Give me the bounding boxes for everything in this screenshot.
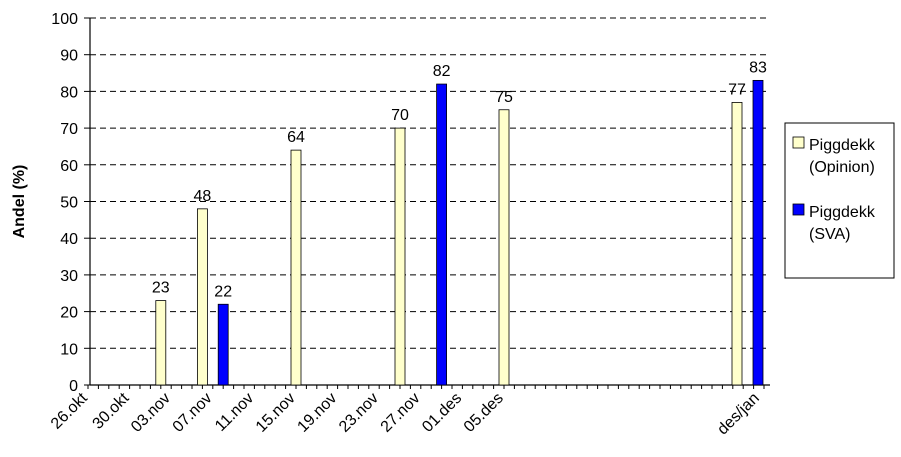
bar-opinion	[196, 208, 208, 386]
x-tick-label: 05.des	[461, 390, 507, 436]
data-label: 48	[194, 188, 212, 205]
y-tick-label: 90	[60, 48, 78, 65]
legend-box	[784, 122, 895, 279]
y-tick-label: 40	[60, 231, 78, 248]
legend-label: Piggdekk	[809, 204, 876, 221]
y-tick-label: 100	[51, 11, 78, 28]
x-tick-label: 30.okt	[90, 389, 133, 432]
y-tick-label: 30	[60, 268, 78, 285]
y-axis-title: Andel (%)	[11, 165, 28, 239]
y-tick-label: 80	[60, 84, 78, 101]
x-tick-label: 27.nov	[378, 390, 424, 436]
bar-sva	[436, 83, 448, 386]
x-tick-label: 26.okt	[48, 389, 91, 432]
data-label: 70	[391, 107, 409, 124]
data-label: 82	[433, 63, 451, 80]
bar-sva	[217, 303, 229, 386]
x-tick-label: 07.nov	[170, 390, 216, 436]
x-tick-label: 01.des	[419, 390, 465, 436]
x-tick-label: 19.nov	[294, 390, 340, 436]
data-label: 77	[728, 81, 746, 98]
legend-swatch	[792, 203, 805, 216]
data-label: 22	[214, 283, 232, 300]
y-tick-label: 70	[60, 121, 78, 138]
legend-label: (Opinion)	[809, 159, 875, 176]
bar-opinion	[498, 109, 510, 386]
x-tick-label: 11.nov	[212, 390, 257, 435]
y-tick-label: 60	[60, 158, 78, 175]
legend-label: (SVA)	[809, 226, 850, 243]
data-label: 75	[495, 89, 513, 106]
bar-opinion	[394, 127, 406, 386]
x-tick-label: 03.nov	[128, 390, 174, 436]
y-tick-label: 50	[60, 195, 78, 212]
x-tick-label: 15.nov	[253, 390, 299, 436]
bar-opinion	[731, 102, 743, 386]
data-label: 83	[749, 59, 767, 76]
legend-label: Piggdekk	[809, 137, 876, 154]
y-tick-label: 0	[69, 378, 78, 395]
legend-swatch	[792, 136, 805, 149]
x-tick-label: 23.nov	[336, 390, 382, 436]
bar-opinion	[290, 149, 302, 386]
data-label: 23	[152, 280, 170, 297]
y-tick-label: 10	[60, 341, 78, 358]
bar-sva	[752, 79, 764, 386]
y-tick-label: 20	[60, 305, 78, 322]
data-label: 64	[287, 129, 305, 146]
x-tick-label: des/jan	[714, 390, 763, 439]
bar-opinion	[155, 300, 167, 386]
